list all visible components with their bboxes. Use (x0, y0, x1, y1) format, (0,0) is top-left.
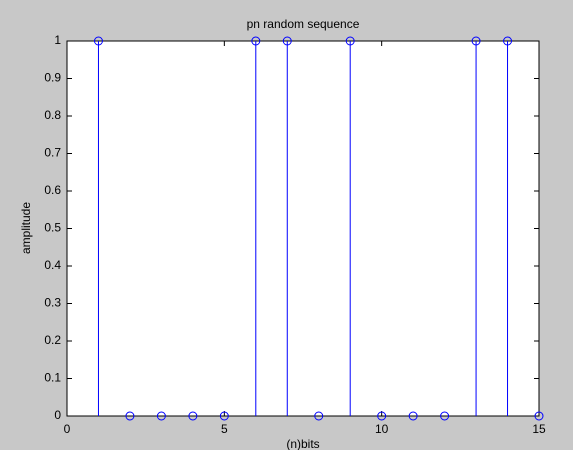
stem-marker (471, 36, 481, 46)
y-tick-label: 0.8 (44, 108, 61, 122)
x-tick-label: 0 (64, 422, 71, 436)
x-tick-label: 5 (221, 422, 228, 436)
stem-marker (219, 411, 229, 421)
y-tick-label: 0 (54, 408, 61, 422)
y-tick-label: 0.6 (44, 183, 61, 197)
y-tick-label: 0.9 (44, 71, 61, 85)
plot-area (66, 40, 540, 417)
y-tick-label: 0.2 (44, 333, 61, 347)
y-tick-label: 0.1 (44, 371, 61, 385)
y-tick-label: 0.3 (44, 296, 61, 310)
stem-marker (188, 411, 198, 421)
stem-marker (534, 411, 544, 421)
y-tick-label: 0.5 (44, 221, 61, 235)
stem-marker (156, 411, 166, 421)
x-tick-label: 10 (375, 422, 389, 436)
y-axis-label: amplitude (19, 202, 33, 254)
x-tick-label: 15 (532, 422, 546, 436)
stem-marker (377, 411, 387, 421)
stem-marker (93, 36, 103, 46)
stem-marker (345, 36, 355, 46)
chart-title: pn random sequence (247, 17, 360, 31)
x-axis-label: (n)bits (286, 437, 319, 450)
stem-marker (440, 411, 450, 421)
stem-marker (125, 411, 135, 421)
stem-marker (314, 411, 324, 421)
stem-marker (503, 36, 513, 46)
stem-marker (282, 36, 292, 46)
y-tick-label: 0.7 (44, 146, 61, 160)
stem-marker (408, 411, 418, 421)
y-tick-label: 0.4 (44, 258, 61, 272)
y-tick-label: 1 (54, 33, 61, 47)
stem-marker (251, 36, 261, 46)
